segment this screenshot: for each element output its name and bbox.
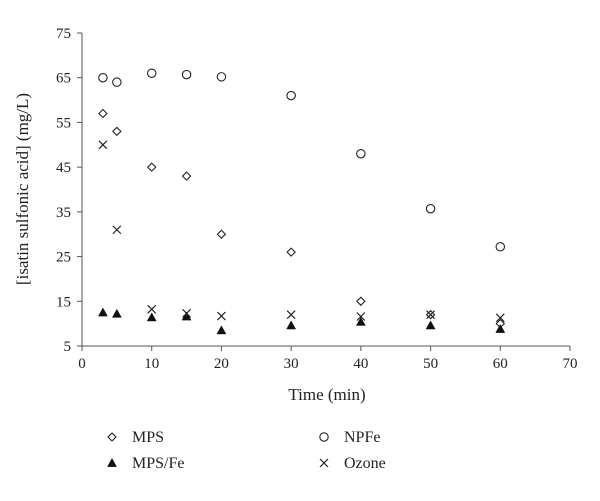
data-point	[112, 77, 122, 87]
data-point	[286, 247, 296, 257]
legend-marker	[107, 432, 117, 442]
data-point	[112, 126, 122, 137]
y-tick-label: 45	[56, 160, 71, 176]
data-point	[216, 229, 227, 239]
x-axis-title: Time (min)	[288, 385, 365, 404]
data-point	[356, 296, 366, 307]
legend-item: Ozone	[319, 455, 386, 472]
y-tick-label: 25	[56, 250, 71, 266]
data-point	[147, 304, 157, 314]
series-mps	[98, 108, 506, 329]
legend-marker	[319, 432, 329, 442]
x-tick-label: 60	[493, 356, 508, 372]
y-tick-label: 5	[64, 339, 72, 355]
legend-label: Ozone	[344, 455, 386, 472]
y-tick-label: 65	[56, 71, 71, 87]
y-tick-label: 75	[56, 26, 71, 42]
x-tick-label: 30	[284, 356, 299, 372]
x-tick-label: 50	[423, 356, 438, 372]
data-points	[97, 68, 506, 335]
data-point	[425, 309, 436, 320]
data-point	[286, 310, 296, 320]
data-point	[355, 316, 366, 326]
data-point	[216, 325, 227, 335]
series-npfe	[98, 68, 506, 252]
series-mps-fe	[97, 307, 506, 335]
data-point	[98, 72, 108, 83]
y-tick-label: 35	[56, 205, 71, 221]
axes	[77, 32, 571, 351]
x-tick-label: 70	[563, 356, 578, 372]
data-point	[146, 68, 157, 78]
data-point	[495, 323, 506, 333]
y-tick-label: 15	[56, 294, 71, 310]
series-ozone	[98, 140, 505, 323]
data-point	[216, 72, 227, 82]
legend-marker	[319, 458, 329, 468]
data-point	[181, 69, 192, 80]
data-point	[425, 203, 436, 214]
data-point	[112, 225, 122, 235]
data-point	[356, 148, 366, 159]
legend-label: NPFe	[344, 429, 380, 446]
x-tick-label: 10	[144, 356, 159, 372]
data-point	[217, 311, 226, 321]
data-point	[426, 310, 435, 320]
legend-marker	[107, 457, 117, 467]
x-tick-label: 20	[214, 356, 229, 372]
data-point	[146, 162, 157, 172]
x-tick-label: 40	[353, 356, 368, 372]
data-point	[182, 308, 191, 318]
data-point	[286, 320, 297, 330]
data-point	[356, 312, 366, 321]
legend-item: MPS	[107, 429, 164, 446]
legend-label: MPS	[132, 429, 164, 446]
x-tick-label: 0	[78, 356, 86, 372]
legend-item: MPS/Fe	[107, 455, 184, 472]
data-point	[495, 241, 506, 252]
data-point	[98, 108, 108, 119]
y-tick-label: 55	[56, 115, 71, 131]
data-point	[425, 320, 436, 330]
data-point	[98, 140, 108, 150]
data-point	[146, 312, 157, 322]
y-axis-title: [isatin sulfonic acid] (mg/L)	[13, 93, 32, 285]
data-point	[286, 90, 296, 101]
legend-label: MPS/Fe	[132, 455, 184, 472]
data-point	[97, 307, 108, 317]
legend: MPS NPFe MPS/Fe Ozone	[107, 429, 386, 472]
legend-item: NPFe	[319, 429, 380, 446]
data-point	[181, 171, 192, 181]
data-point	[111, 308, 122, 318]
tick-labels: 0 10 20 30 40 50 60 70 5 15 25 35 45 55 65 75	[56, 26, 578, 372]
data-point	[495, 313, 505, 323]
